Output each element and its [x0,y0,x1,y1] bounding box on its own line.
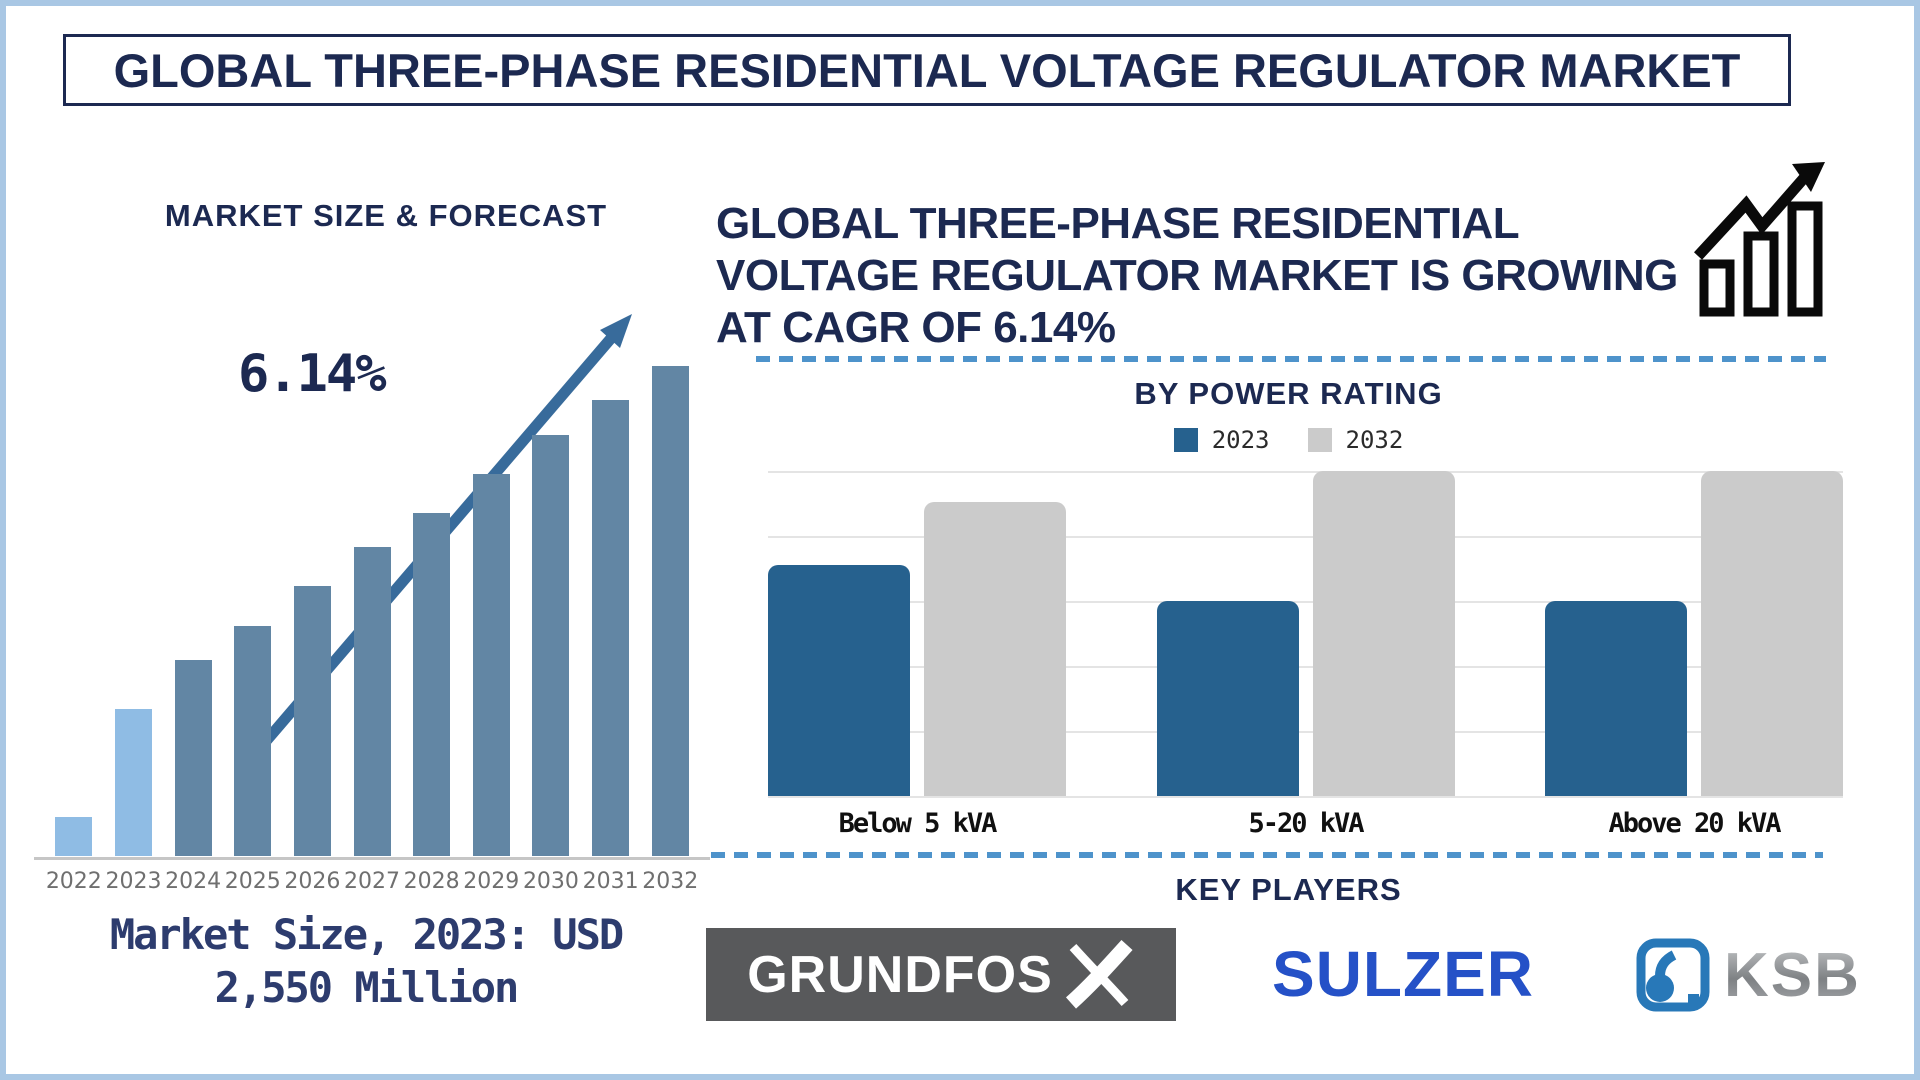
forecast-year-label: 2025 [224,869,281,894]
title-box: GLOBAL THREE-PHASE RESIDENTIAL VOLTAGE R… [63,34,1791,106]
growth-headline-line1: GLOBAL THREE-PHASE RESIDENTIAL [716,199,1520,248]
bar-2032-Above 20 kVA [1701,471,1843,796]
forecast-bar-2027 [353,547,391,856]
forecast-bar-cell [402,366,462,856]
forecast-bar-cell [283,366,343,856]
grundfos-logo-text: GRUNDFOS [747,945,1053,1004]
grundfos-logo: GRUNDFOS [706,928,1176,1021]
grundfos-x-icon [1065,939,1133,1009]
forecast-bars-row [44,366,700,856]
dashed-divider-bottom [711,852,1823,858]
forecast-bar-2025 [234,626,272,856]
forecast-bar-cell [223,366,283,856]
bar-group-5-20 kVA [1156,471,1455,796]
category-label-Above 20 kVA: Above 20 kVA [1608,808,1781,839]
bar-2023-5-20 kVA [1156,601,1299,796]
bar-group-Below 5 kVA [768,502,1066,796]
bar-2023-Above 20 kVA [1545,601,1687,796]
by-power-rating-title: BY POWER RATING [1134,376,1443,411]
page-title: GLOBAL THREE-PHASE RESIDENTIAL VOLTAGE R… [113,43,1741,97]
power-rating-labels: Below 5 kVA 5-20 kVA Above 20 kVA [768,808,1843,839]
forecast-bar-2022 [55,817,93,856]
gridline [768,666,1843,668]
forecast-bar-cell [461,366,521,856]
key-players-title: KEY PLAYERS [1175,872,1402,907]
bar-group-Above 20 kVA [1545,471,1843,796]
forecast-year-label: 2023 [105,869,162,894]
forecast-year-label: 2027 [344,869,401,894]
gridline [768,731,1843,733]
legend-swatch-2023 [1173,428,1198,452]
forecast-bar-2031 [592,400,630,856]
ksb-logo-text: KSB [1724,940,1861,1010]
forecast-year-label: 2026 [284,869,341,894]
market-size-caption: Market Size, 2023: USD 2,550 Million [46,909,686,1014]
forecast-year-label: 2030 [522,869,579,894]
category-label-Below 5 kVA: Below 5 kVA [838,808,998,839]
forecast-bar-cell [581,366,641,856]
forecast-bar-2023 [114,709,152,856]
gridline [768,536,1843,538]
forecast-bar-cell [342,366,402,856]
ksb-logo: KSB [1634,934,1884,1016]
gridline [768,601,1843,603]
legend-label-2032: 2032 [1345,426,1404,454]
power-rating-grid [768,471,1843,798]
forecast-bar-2026 [293,586,331,856]
forecast-bar-2024 [174,660,212,856]
forecast-bar-2032 [651,366,689,856]
market-size-caption-line1: Market Size, 2023: USD [109,910,624,959]
forecast-bar-2030 [532,435,570,856]
ksb-icon [1636,938,1710,1012]
legend-label-2023: 2023 [1211,426,1270,454]
market-size-caption-line2: 2,550 Million [214,962,520,1012]
forecast-year-label: 2022 [45,869,102,894]
legend-item-2032: 2032 [1307,426,1404,454]
gridline [768,796,1843,798]
forecast-year-label: 2031 [582,869,639,894]
forecast-year-label: 2024 [165,869,222,894]
bar-2032-5-20 kVA [1312,471,1455,796]
forecast-bar-2028 [413,513,451,856]
forecast-bar-cell [521,366,581,856]
growth-chart-icon [1694,162,1825,317]
category-label-5-20 kVA: 5-20 kVA [1248,808,1364,839]
cagr-annotation: 6.14% [238,344,387,404]
growth-headline-line2: VOLTAGE REGULATOR MARKET IS GROWING [716,251,1678,300]
forecast-axis-line [34,857,710,860]
forecast-year-label: 2032 [642,869,699,894]
forecast-bar-cell [44,366,104,856]
power-rating-groups [768,471,1843,796]
growth-headline-line3: AT CAGR OF 6.14% [716,303,1116,352]
sulzer-logo-text: SULZER [1272,938,1534,1010]
forecast-years-row: 2022 2023 2024 2025 2026 2027 2028 2029 2030 2031… [44,869,700,894]
dashed-divider-top [756,356,1826,362]
forecast-year-label: 2029 [463,869,520,894]
legend-swatch-2032 [1307,428,1332,452]
bar-2023-Below 5 kVA [768,565,910,796]
power-rating-legend: 2023 2032 [751,426,1826,454]
forecast-chart-title: MARKET SIZE & FORECAST [164,198,608,233]
forecast-bar-cell [640,366,700,856]
forecast-bar-2029 [472,474,510,856]
forecast-bar-cell [163,366,223,856]
growth-headline: GLOBAL THREE-PHASE RESIDENTIAL VOLTAGE R… [716,198,1716,354]
gridline [768,471,1843,473]
legend-item-2023: 2023 [1173,426,1270,454]
bar-2032-Below 5 kVA [924,502,1066,796]
forecast-year-label: 2028 [403,869,460,894]
sulzer-logo: SULZER [1228,934,1578,1014]
forecast-bar-cell [104,366,164,856]
